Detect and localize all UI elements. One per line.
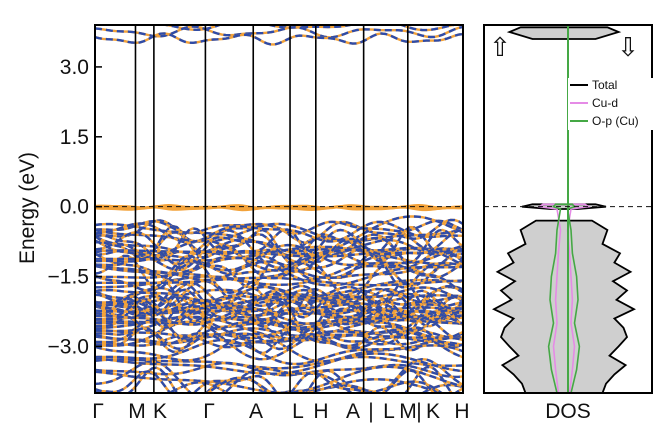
y-tick-label: 3.0 bbox=[60, 56, 89, 79]
spin-down-symbol: ⇩ bbox=[617, 32, 639, 62]
y-tick-label: 0.0 bbox=[60, 196, 89, 219]
flat-band bbox=[95, 205, 463, 212]
spin-up-symbol: ⇧ bbox=[489, 32, 511, 62]
dos-panel-frame bbox=[483, 24, 653, 394]
x-tick-label: H bbox=[454, 400, 469, 423]
y-tick-label: −1.5 bbox=[48, 266, 89, 289]
dos-o-p-curve bbox=[547, 203, 581, 393]
dos-legend: Total Cu-d O-p (Cu) bbox=[568, 78, 656, 130]
band-lines bbox=[95, 25, 463, 393]
band-line-dashed bbox=[95, 215, 463, 256]
dos-x-axis-label: DOS bbox=[545, 400, 591, 423]
band-line-dashed bbox=[95, 365, 463, 393]
band-line-dashed bbox=[95, 288, 463, 319]
dos-curves bbox=[492, 25, 636, 393]
band-line-dashed bbox=[95, 376, 444, 393]
y-ticks: 3.0 1.5 0.0 −1.5 −3.0 bbox=[48, 56, 102, 358]
x-tick-label: Γ bbox=[92, 400, 104, 423]
band-line-dashed bbox=[95, 352, 463, 376]
band-line-dashed bbox=[95, 276, 463, 287]
band-line-dashed bbox=[95, 378, 446, 393]
band-line-dashed bbox=[95, 325, 463, 355]
band-line-dashed bbox=[95, 294, 463, 308]
band-line-dashed bbox=[95, 365, 454, 393]
dos-total-curve bbox=[506, 26, 622, 40]
band-line-dashed bbox=[95, 326, 463, 351]
x-tick-label: L bbox=[292, 400, 304, 423]
band-line-dashed bbox=[95, 338, 463, 366]
y-tick-label: −3.0 bbox=[48, 335, 89, 358]
x-tick-labels: Γ M K Γ A L H A | L M | K H bbox=[92, 400, 469, 423]
x-tick-label: A bbox=[249, 400, 263, 423]
dos-total-curve bbox=[492, 219, 636, 393]
x-tick-label: | bbox=[368, 400, 373, 423]
x-tick-label: M bbox=[399, 400, 417, 423]
legend-label: Total bbox=[592, 78, 617, 92]
band-line-dashed bbox=[95, 299, 463, 319]
band-line-dashed bbox=[95, 254, 463, 300]
band-line-dashed bbox=[95, 357, 463, 393]
band-line-dashed bbox=[95, 227, 463, 264]
band-line-dashed bbox=[95, 361, 463, 379]
y-tick-label: 1.5 bbox=[60, 126, 89, 149]
band-panel-frame bbox=[94, 24, 464, 394]
band-line-dashed bbox=[95, 296, 463, 343]
legend-label: Cu-d bbox=[592, 96, 618, 110]
band-line-dashed bbox=[95, 239, 463, 272]
band-line-dashed bbox=[95, 222, 463, 243]
x-tick-label: Γ bbox=[203, 400, 215, 423]
kpoint-separators bbox=[134, 25, 409, 393]
band-line-dashed bbox=[95, 220, 463, 244]
legend-label: O-p (Cu) bbox=[592, 114, 639, 128]
x-tick-label: M bbox=[128, 400, 146, 423]
x-tick-label: | bbox=[416, 400, 421, 423]
band-line-dashed bbox=[95, 307, 463, 326]
conduction-band-solid bbox=[154, 25, 461, 32]
band-line-dashed bbox=[95, 243, 463, 272]
band-line-dashed bbox=[95, 320, 463, 361]
band-line-dashed bbox=[95, 279, 463, 322]
band-line-dashed bbox=[95, 256, 463, 287]
band-line-dashed bbox=[95, 228, 463, 266]
band-structure-panel: 3.01.50.0−1.5−3.0 Γ M K Γ A L H A | L M | K H bbox=[48, 24, 470, 423]
band-line-dashed bbox=[95, 333, 463, 346]
band-line-dashed bbox=[95, 247, 463, 258]
conduction-band-dashed bbox=[95, 32, 463, 46]
band-line-dashed bbox=[95, 369, 463, 393]
y-axis-label: Energy (eV) bbox=[16, 152, 39, 264]
x-tick-label: L bbox=[383, 400, 395, 423]
x-tick-label: A bbox=[346, 400, 360, 423]
x-tick-label: H bbox=[313, 400, 328, 423]
band-line-dashed bbox=[95, 285, 463, 303]
band-line-dashed bbox=[95, 260, 463, 282]
x-tick-label: K bbox=[426, 400, 440, 423]
band-line-dashed bbox=[95, 331, 463, 348]
dos-panel: ⇧ ⇩ Total Cu-d O-p (Cu) DOS bbox=[483, 24, 656, 423]
x-tick-label: K bbox=[153, 400, 167, 423]
